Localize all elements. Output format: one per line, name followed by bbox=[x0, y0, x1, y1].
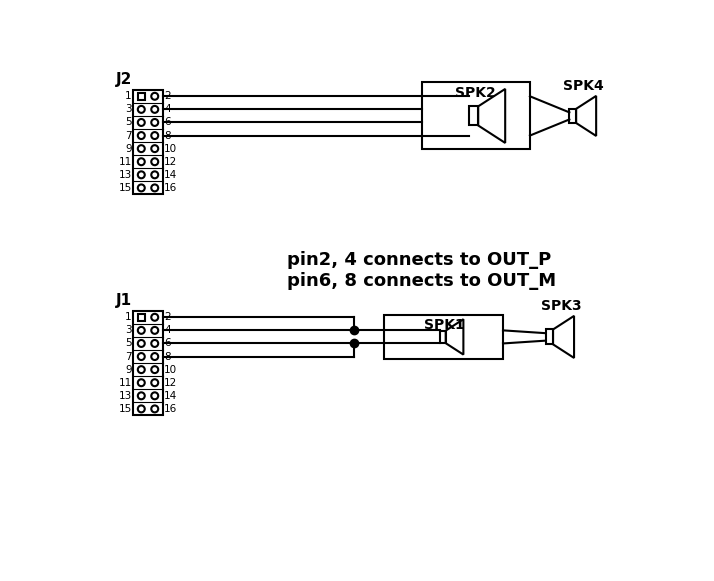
Text: 12: 12 bbox=[164, 157, 178, 167]
Text: 11: 11 bbox=[119, 157, 132, 167]
Text: 6: 6 bbox=[164, 117, 171, 127]
Text: 16: 16 bbox=[164, 404, 178, 414]
Text: SPK2: SPK2 bbox=[455, 85, 496, 99]
Text: 13: 13 bbox=[119, 391, 132, 401]
Text: 9: 9 bbox=[125, 365, 132, 375]
Text: 6: 6 bbox=[164, 339, 171, 349]
Bar bbox=[569, 109, 576, 123]
Text: J1: J1 bbox=[116, 293, 132, 308]
Text: SPK3: SPK3 bbox=[540, 299, 581, 313]
Text: 16: 16 bbox=[164, 183, 178, 193]
Text: 9: 9 bbox=[125, 144, 132, 153]
Text: 15: 15 bbox=[119, 183, 132, 193]
Text: SPK1: SPK1 bbox=[423, 318, 464, 332]
Bar bbox=[134, 311, 163, 415]
Text: 8: 8 bbox=[164, 352, 171, 361]
Text: 3: 3 bbox=[125, 325, 132, 335]
Text: 13: 13 bbox=[119, 170, 132, 180]
Text: 11: 11 bbox=[119, 378, 132, 388]
Text: 12: 12 bbox=[164, 378, 178, 388]
Text: 3: 3 bbox=[125, 105, 132, 114]
Text: 5: 5 bbox=[125, 117, 132, 127]
Text: 1: 1 bbox=[125, 91, 132, 101]
Text: 2: 2 bbox=[164, 91, 171, 101]
Text: 7: 7 bbox=[125, 131, 132, 141]
Text: 2: 2 bbox=[164, 312, 171, 322]
Text: pin2, 4 connects to OUT_P
pin6, 8 connects to OUT_M: pin2, 4 connects to OUT_P pin6, 8 connec… bbox=[287, 252, 556, 290]
Bar bbox=[440, 331, 446, 343]
Bar bbox=[422, 83, 530, 149]
Text: 4: 4 bbox=[164, 105, 171, 114]
Text: 15: 15 bbox=[119, 404, 132, 414]
Text: 5: 5 bbox=[125, 339, 132, 349]
Text: SPK4: SPK4 bbox=[563, 79, 604, 93]
Text: 8: 8 bbox=[164, 131, 171, 141]
Text: 10: 10 bbox=[164, 144, 177, 153]
Bar bbox=[383, 315, 503, 359]
Text: 10: 10 bbox=[164, 365, 177, 375]
Bar bbox=[138, 93, 145, 100]
Text: 14: 14 bbox=[164, 391, 178, 401]
Text: 4: 4 bbox=[164, 325, 171, 335]
Text: 14: 14 bbox=[164, 170, 178, 180]
Text: J2: J2 bbox=[116, 71, 132, 87]
Text: 7: 7 bbox=[125, 352, 132, 361]
Bar bbox=[138, 314, 145, 321]
Bar bbox=[469, 106, 478, 125]
Bar bbox=[134, 89, 163, 195]
Text: 1: 1 bbox=[125, 312, 132, 322]
Bar bbox=[546, 329, 553, 345]
